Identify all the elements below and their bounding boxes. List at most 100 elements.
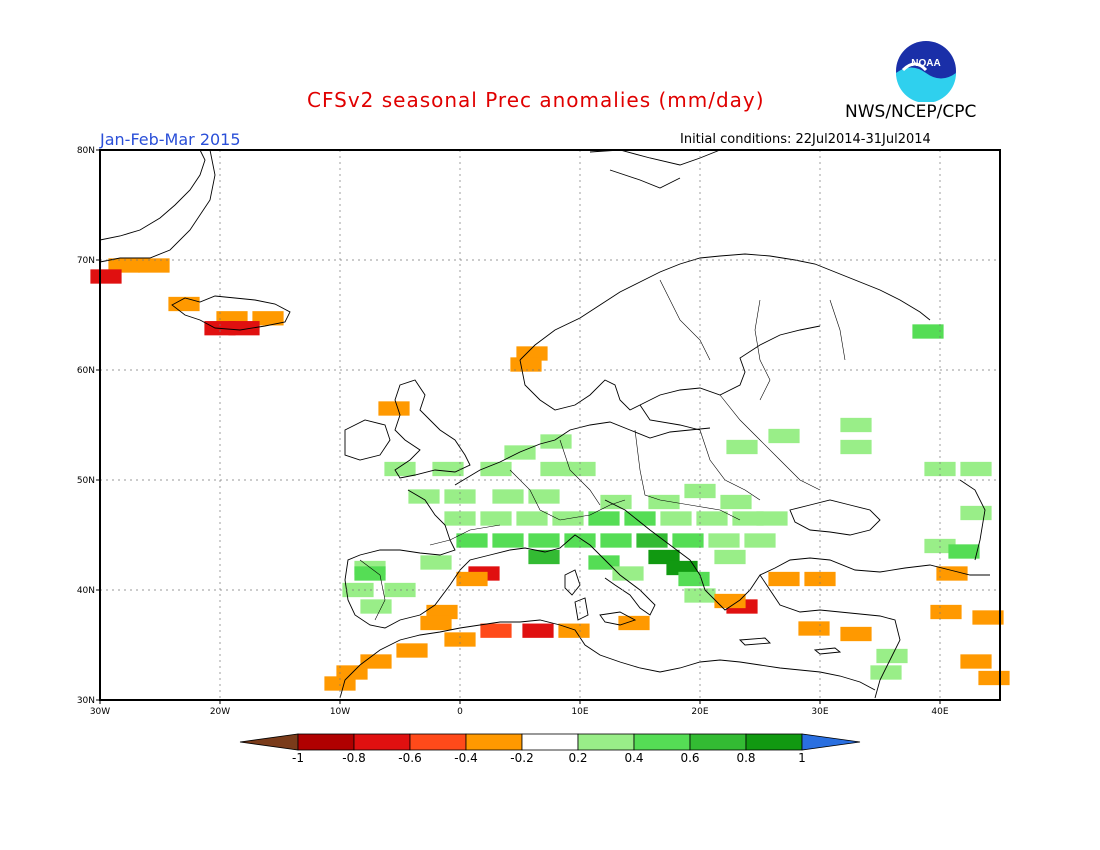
lat-tick-label: 80N: [77, 146, 95, 156]
anomaly-cell: [600, 533, 632, 548]
anomaly-cell: [168, 296, 200, 312]
anomaly-cell: [768, 428, 800, 444]
anomaly-cell: [978, 670, 1010, 686]
lon-tick-label: 30W: [90, 707, 110, 717]
anomaly-cell: [708, 533, 740, 548]
anomaly-cell: [138, 258, 170, 273]
anomaly-cell: [840, 417, 872, 433]
noaa-logo: NOAA: [896, 41, 956, 102]
lat-tick-label: 50N: [77, 476, 95, 486]
anomaly-cell: [720, 494, 752, 510]
anomaly-cell: [492, 533, 524, 548]
anomaly-cell: [528, 489, 560, 504]
agency-label: NWS/NCEP/CPC: [845, 102, 977, 122]
colorbar-lower-arrow: [239, 733, 299, 751]
anomaly-cell: [678, 571, 710, 587]
lon-tick-label: 10E: [571, 707, 588, 717]
colorbar-tick-label: -0.8: [342, 751, 366, 765]
anomaly-cell: [528, 533, 560, 548]
anomaly-cell: [684, 483, 716, 499]
graticule: [100, 150, 1000, 700]
colorbar-segment: [577, 733, 635, 751]
anomaly-cell: [972, 610, 1004, 625]
anomaly-cell: [480, 511, 512, 526]
anomaly-cell: [588, 511, 620, 526]
colorbar-segment: [465, 733, 523, 751]
colorbar-tick-label: 0.4: [624, 751, 644, 765]
colorbar-tick-label: -1: [292, 751, 304, 765]
anomaly-cell: [798, 621, 830, 636]
anomaly-cell: [930, 604, 962, 620]
anomaly-cell: [624, 511, 656, 526]
anomaly-cell: [420, 615, 452, 631]
colorbar-segment: [745, 733, 803, 751]
lat-tick-label: 60N: [77, 366, 95, 376]
colorbar-segment: [689, 733, 747, 751]
anomaly-cell: [756, 511, 788, 526]
anomaly-cell: [444, 632, 476, 647]
anomaly-cell: [90, 269, 122, 284]
anomaly-cell: [804, 571, 836, 587]
colorbar-segment: [297, 733, 355, 751]
anomaly-cell: [840, 626, 872, 642]
anomaly-cell: [540, 461, 572, 477]
anomaly-cell: [714, 593, 746, 609]
lon-tick-label: 30E: [811, 707, 828, 717]
anomaly-cell: [648, 549, 680, 565]
lon-tick-label: 20W: [210, 707, 230, 717]
anomaly-cell: [480, 461, 512, 477]
anomaly-cell: [936, 566, 968, 581]
anomaly-cell: [360, 654, 392, 669]
anomaly-cell: [912, 324, 944, 339]
lon-tick-label: 0: [457, 707, 463, 717]
anomaly-cell: [408, 489, 440, 504]
anomaly-cell: [522, 623, 554, 638]
colorbar-segment: [633, 733, 691, 751]
noaa-logo-text: NOAA: [911, 58, 940, 69]
anomaly-cell: [528, 549, 560, 565]
colorbar-segment: [521, 733, 579, 751]
anomaly-cell: [426, 604, 458, 620]
lat-tick-label: 30N: [77, 696, 95, 706]
colorbar-tick-label: -0.6: [398, 751, 422, 765]
anomaly-cell: [948, 544, 980, 559]
country-borders: [359, 279, 846, 621]
anomaly-cell: [480, 623, 512, 638]
lon-tick-label: 40E: [931, 707, 948, 717]
coastlines: [99, 149, 990, 699]
map-frame: [99, 149, 1001, 701]
anomaly-cell: [696, 511, 728, 526]
anomaly-cell: [726, 439, 758, 455]
anomaly-cell: [660, 511, 692, 526]
anomaly-cell: [108, 258, 140, 273]
colorbar-tick-label: 0.8: [736, 751, 756, 765]
colorbar-tick-label: 1: [798, 751, 806, 765]
anomaly-cell: [960, 654, 992, 669]
anomaly-cell: [768, 571, 800, 587]
anomaly-cell: [432, 461, 464, 477]
colorbar-segment: [409, 733, 467, 751]
anomaly-cell: [252, 311, 284, 326]
initial-conditions-label: Initial conditions: 22Jul2014-31Jul2014: [680, 132, 931, 147]
anomaly-cell: [516, 511, 548, 526]
colorbar-upper-arrow: [801, 733, 861, 751]
anomaly-cell: [492, 489, 524, 504]
season-label: Jan-Feb-Mar 2015: [100, 130, 241, 149]
anomaly-cell: [324, 676, 356, 691]
anomaly-cell: [618, 615, 650, 631]
anomaly-cell: [396, 643, 428, 658]
anomaly-cell: [510, 357, 542, 372]
anomaly-cell: [384, 461, 416, 477]
anomaly-cell: [516, 346, 548, 361]
anomaly-cell: [444, 511, 476, 526]
colorbar-tick-label: 0.2: [568, 751, 588, 765]
lon-tick-label: 20E: [691, 707, 708, 717]
colorbar-tick-label: 0.6: [680, 751, 700, 765]
anomaly-cell: [840, 439, 872, 455]
anomaly-cell: [228, 321, 260, 336]
anomaly-cell: [378, 401, 410, 416]
anomaly-cell: [744, 533, 776, 548]
anomaly-cell: [444, 489, 476, 504]
